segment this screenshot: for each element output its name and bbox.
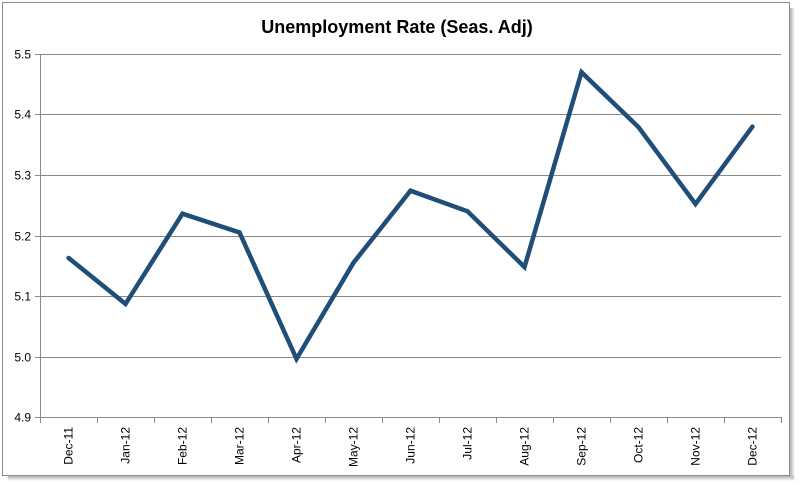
data-point <box>465 209 470 214</box>
x-tick-label: Jan-12 <box>119 427 133 464</box>
y-tick-label: 5.4 <box>14 108 31 122</box>
data-point <box>351 260 356 265</box>
data-point <box>408 188 413 193</box>
x-tick-label: Oct-12 <box>632 427 646 463</box>
chart-frame <box>2 2 790 476</box>
chart-title: Unemployment Rate (Seas. Adj) <box>261 17 532 37</box>
y-tick-label: 5.2 <box>14 230 31 244</box>
y-tick-label: 4.9 <box>14 411 31 425</box>
x-tick-label: Dec-11 <box>62 427 76 465</box>
data-point <box>123 301 128 307</box>
series-line <box>67 67 755 364</box>
data-point <box>294 356 299 362</box>
data-point <box>522 264 527 270</box>
y-tick-label: 5.3 <box>14 169 31 183</box>
x-tick-label: May-12 <box>347 427 361 467</box>
x-tick-label: Dec-12 <box>746 427 760 466</box>
data-point <box>66 255 71 261</box>
x-tick-label: Aug-12 <box>518 427 532 466</box>
data-point <box>579 70 584 75</box>
data-point <box>693 201 698 207</box>
chart-shadow <box>8 476 794 481</box>
x-tick-label: Jul-12 <box>461 427 475 460</box>
x-axis-tick-labels: Dec-11 Jan-12 Feb-12 Mar-12 Apr-12 May-12 Jun-… <box>62 427 760 467</box>
data-point <box>180 211 185 216</box>
x-tick-label: Apr-12 <box>290 427 304 463</box>
data-point <box>237 230 242 235</box>
x-tick-label: Mar-12 <box>233 427 247 465</box>
y-tick-label: 5.0 <box>14 351 31 365</box>
y-axis-tick-labels: 4.9 5.0 5.1 5.2 5.3 5.4 5.5 <box>14 48 31 425</box>
series-layer <box>66 67 755 364</box>
x-tick-label: Jun-12 <box>404 427 418 464</box>
axes <box>35 54 782 423</box>
x-tick-label: Feb-12 <box>176 427 190 465</box>
y-tick-label: 5.1 <box>14 290 31 304</box>
chart-shadow <box>790 8 795 480</box>
data-point <box>636 125 641 130</box>
y-tick-label: 5.5 <box>14 48 31 62</box>
data-point <box>750 124 755 129</box>
x-tick-label: Nov-12 <box>689 427 703 466</box>
x-tick-label: Sep-12 <box>575 427 589 466</box>
gridlines <box>40 54 781 358</box>
